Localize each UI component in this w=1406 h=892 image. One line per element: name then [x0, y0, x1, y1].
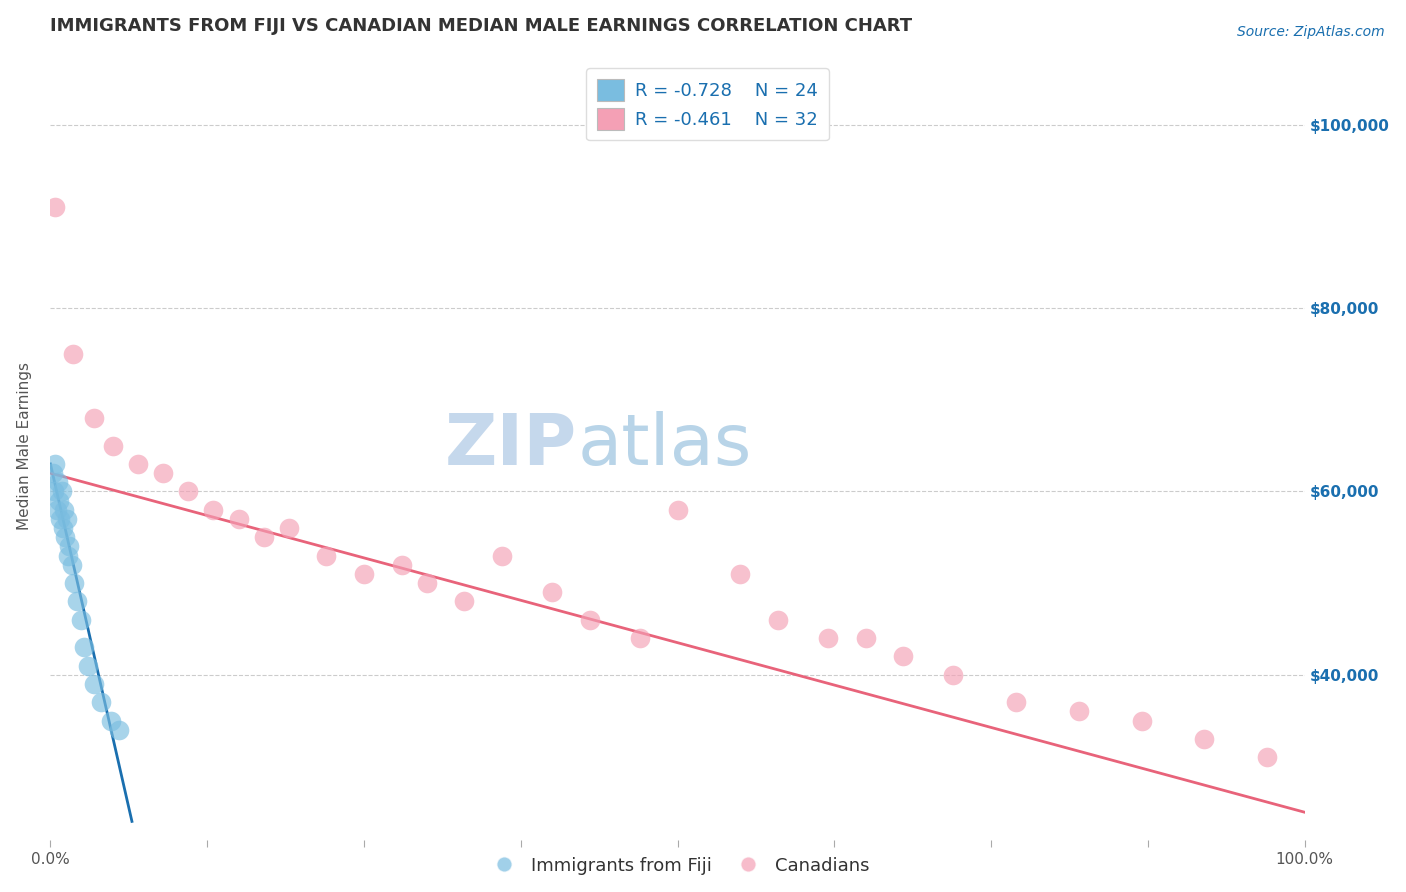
Point	[491, 549, 513, 563]
Point	[90, 695, 112, 709]
Point	[44, 200, 66, 214]
Text: ZIP: ZIP	[444, 411, 578, 480]
Point	[46, 475, 69, 490]
Point	[73, 640, 96, 655]
Point	[45, 502, 67, 516]
Point	[817, 631, 839, 645]
Point	[152, 466, 174, 480]
Point	[56, 549, 79, 563]
Point	[578, 613, 600, 627]
Point	[666, 502, 689, 516]
Point	[766, 613, 789, 627]
Text: IMMIGRANTS FROM FIJI VS CANADIAN MEDIAN MALE EARNINGS CORRELATION CHART: IMMIGRANTS FROM FIJI VS CANADIAN MEDIAN …	[51, 17, 912, 35]
Point	[1256, 750, 1278, 764]
Point	[60, 558, 83, 572]
Point	[453, 594, 475, 608]
Point	[1005, 695, 1028, 709]
Point	[77, 658, 100, 673]
Point	[48, 493, 70, 508]
Point	[228, 512, 250, 526]
Point	[202, 502, 225, 516]
Y-axis label: Median Male Earnings: Median Male Earnings	[17, 361, 32, 530]
Point	[42, 466, 65, 480]
Point	[353, 566, 375, 581]
Point	[177, 484, 200, 499]
Point	[44, 457, 66, 471]
Text: atlas: atlas	[578, 411, 752, 480]
Point	[728, 566, 751, 581]
Point	[277, 521, 299, 535]
Point	[83, 411, 105, 425]
Point	[855, 631, 877, 645]
Point	[62, 347, 84, 361]
Point	[628, 631, 651, 645]
Point	[55, 512, 77, 526]
Point	[52, 521, 75, 535]
Point	[541, 585, 564, 599]
Point	[58, 540, 80, 554]
Text: Source: ZipAtlas.com: Source: ZipAtlas.com	[1237, 25, 1385, 39]
Point	[127, 457, 149, 471]
Point	[69, 613, 91, 627]
Point	[55, 530, 77, 544]
Point	[1067, 705, 1090, 719]
Point	[44, 484, 66, 499]
Point	[1130, 714, 1153, 728]
Point	[66, 594, 89, 608]
Point	[108, 723, 131, 737]
Point	[1194, 731, 1216, 746]
Legend: Immigrants from Fiji, Canadians: Immigrants from Fiji, Canadians	[478, 849, 876, 882]
Point	[891, 649, 914, 664]
Point	[253, 530, 276, 544]
Point	[942, 667, 965, 681]
Point	[53, 502, 76, 516]
Point	[415, 576, 437, 591]
Point	[315, 549, 337, 563]
Point	[100, 714, 122, 728]
Point	[83, 677, 105, 691]
Point	[63, 576, 86, 591]
Point	[391, 558, 413, 572]
Point	[101, 439, 124, 453]
Point	[49, 512, 72, 526]
Point	[51, 484, 73, 499]
